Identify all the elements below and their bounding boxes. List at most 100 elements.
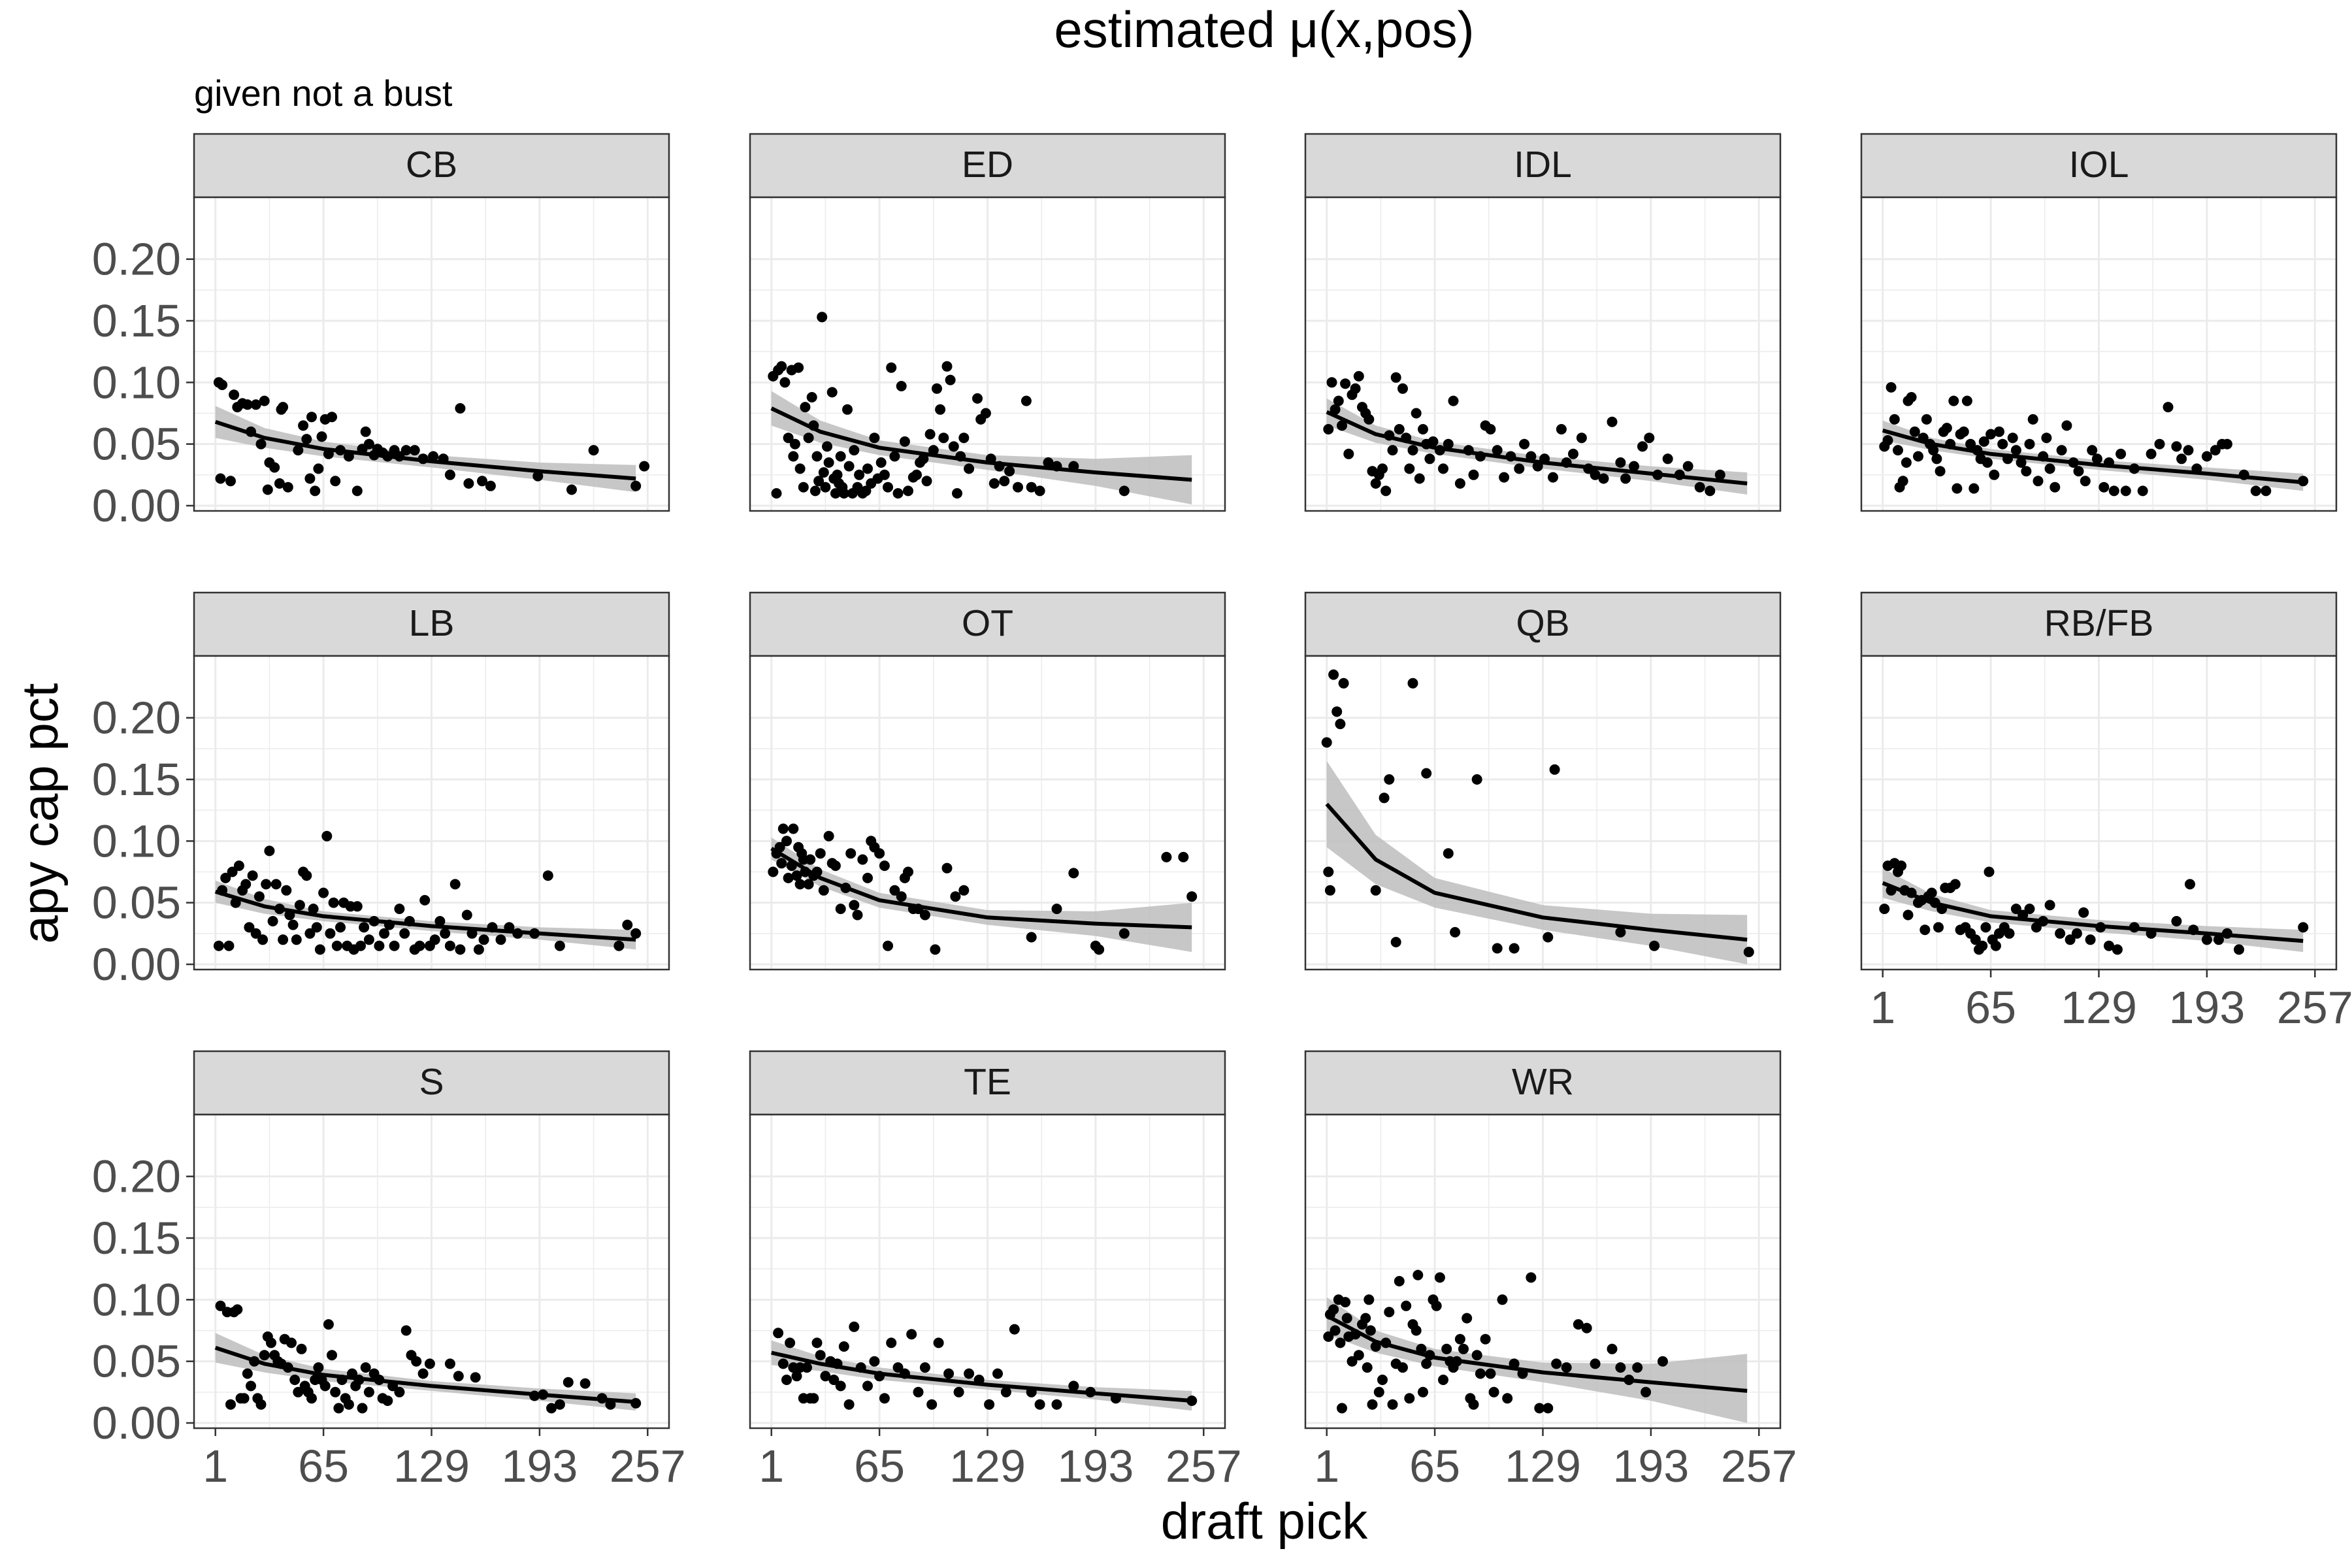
- data-point: [267, 916, 278, 926]
- x-tick-label: 257: [1721, 1441, 1797, 1492]
- data-point: [1323, 424, 1334, 434]
- data-point: [777, 823, 789, 834]
- data-point: [1043, 457, 1054, 468]
- data-point: [1933, 922, 1944, 933]
- fit-line: [214, 889, 636, 942]
- data-point: [470, 1372, 481, 1383]
- x-tick-label: 1: [1870, 982, 1895, 1033]
- data-point: [843, 461, 855, 472]
- facet-strip: [1304, 591, 1782, 657]
- data-point: [1632, 1362, 1643, 1373]
- data-point: [852, 909, 863, 921]
- data-point: [1980, 922, 1991, 933]
- data-point: [813, 476, 825, 487]
- data-point: [1551, 1358, 1562, 1369]
- data-point: [794, 463, 806, 474]
- data-point: [822, 441, 832, 452]
- facet-strip: [193, 591, 670, 657]
- data-point: [1568, 448, 1578, 459]
- data-point: [1458, 1343, 1469, 1354]
- data-point: [1119, 928, 1130, 939]
- data-point: [793, 362, 804, 373]
- data-point: [874, 848, 885, 859]
- data-point: [1384, 774, 1395, 785]
- confidence-ribbon: [215, 1333, 636, 1411]
- x-tick-label: 129: [393, 1441, 470, 1492]
- data-point: [580, 1378, 591, 1389]
- data-point: [1373, 1386, 1384, 1397]
- data-point: [379, 928, 390, 939]
- data-point: [1615, 926, 1626, 938]
- data-point: [1965, 438, 1976, 449]
- data-point: [262, 484, 273, 495]
- data-point: [1961, 395, 1972, 406]
- data-point: [1903, 909, 1914, 921]
- data-point: [2234, 944, 2244, 955]
- data-point: [355, 940, 366, 951]
- data-point: [1958, 426, 1969, 437]
- data-point: [1598, 473, 1609, 484]
- data-point: [289, 1375, 301, 1385]
- data-point: [1413, 1269, 1424, 1281]
- data-point: [1161, 851, 1172, 862]
- data-point: [1438, 463, 1448, 474]
- data-point: [788, 451, 799, 462]
- data-point: [830, 860, 841, 872]
- data-point: [2213, 934, 2224, 945]
- data-point: [953, 1386, 964, 1397]
- data-point: [323, 1319, 334, 1330]
- x-tick-label: 129: [949, 1441, 1026, 1492]
- data-point: [359, 922, 370, 933]
- data-point: [1387, 445, 1398, 456]
- facet-panels: CB 0.00 0.05 0.10 0.15 0.20 ED IDL IOL LB 0.00 0.05…: [92, 133, 2352, 1492]
- data-point: [1931, 453, 1942, 465]
- data-point: [803, 433, 814, 444]
- data-point: [225, 1399, 236, 1410]
- data-point: [857, 854, 868, 865]
- data-point: [2010, 445, 2021, 456]
- data-point: [1443, 438, 1454, 449]
- data-point: [473, 944, 484, 955]
- data-point: [2183, 445, 2194, 456]
- data-point: [399, 928, 410, 939]
- data-point: [2021, 466, 2032, 477]
- data-point: [357, 1403, 368, 1414]
- x-tick-label: 193: [1057, 1441, 1134, 1492]
- data-point: [351, 901, 363, 912]
- data-point: [294, 900, 305, 911]
- data-point: [1068, 868, 1079, 879]
- data-point: [1434, 1272, 1445, 1283]
- data-point: [1556, 424, 1567, 434]
- data-point: [278, 934, 289, 945]
- data-point: [886, 362, 897, 373]
- data-point: [554, 940, 565, 951]
- data-point: [1637, 441, 1648, 452]
- data-point: [2091, 453, 2102, 465]
- data-point: [958, 433, 970, 444]
- data-point: [808, 1393, 819, 1404]
- data-point: [449, 879, 461, 890]
- data-point: [1377, 463, 1388, 474]
- data-point: [296, 1343, 307, 1354]
- y-tick-label: 0.05: [92, 419, 181, 470]
- y-tick-label: 0.15: [92, 295, 181, 346]
- chart-subtitle: given not a bust: [194, 73, 453, 114]
- facet-label: TE: [964, 1061, 1011, 1103]
- data-point: [220, 872, 231, 883]
- data-point: [1573, 1319, 1584, 1330]
- data-point: [941, 862, 953, 874]
- data-point: [964, 1368, 975, 1379]
- data-point: [308, 904, 319, 915]
- data-point: [244, 922, 255, 933]
- x-tick-label: 1: [203, 1441, 228, 1492]
- data-point: [253, 891, 265, 902]
- data-point: [327, 1350, 337, 1361]
- data-point: [2050, 482, 2061, 493]
- data-point: [2108, 485, 2119, 497]
- facet-strip: [1304, 133, 1782, 199]
- data-point: [1906, 392, 1917, 402]
- data-point: [932, 383, 942, 394]
- data-point: [215, 473, 226, 484]
- data-point: [1333, 395, 1344, 406]
- data-point: [2080, 476, 2091, 487]
